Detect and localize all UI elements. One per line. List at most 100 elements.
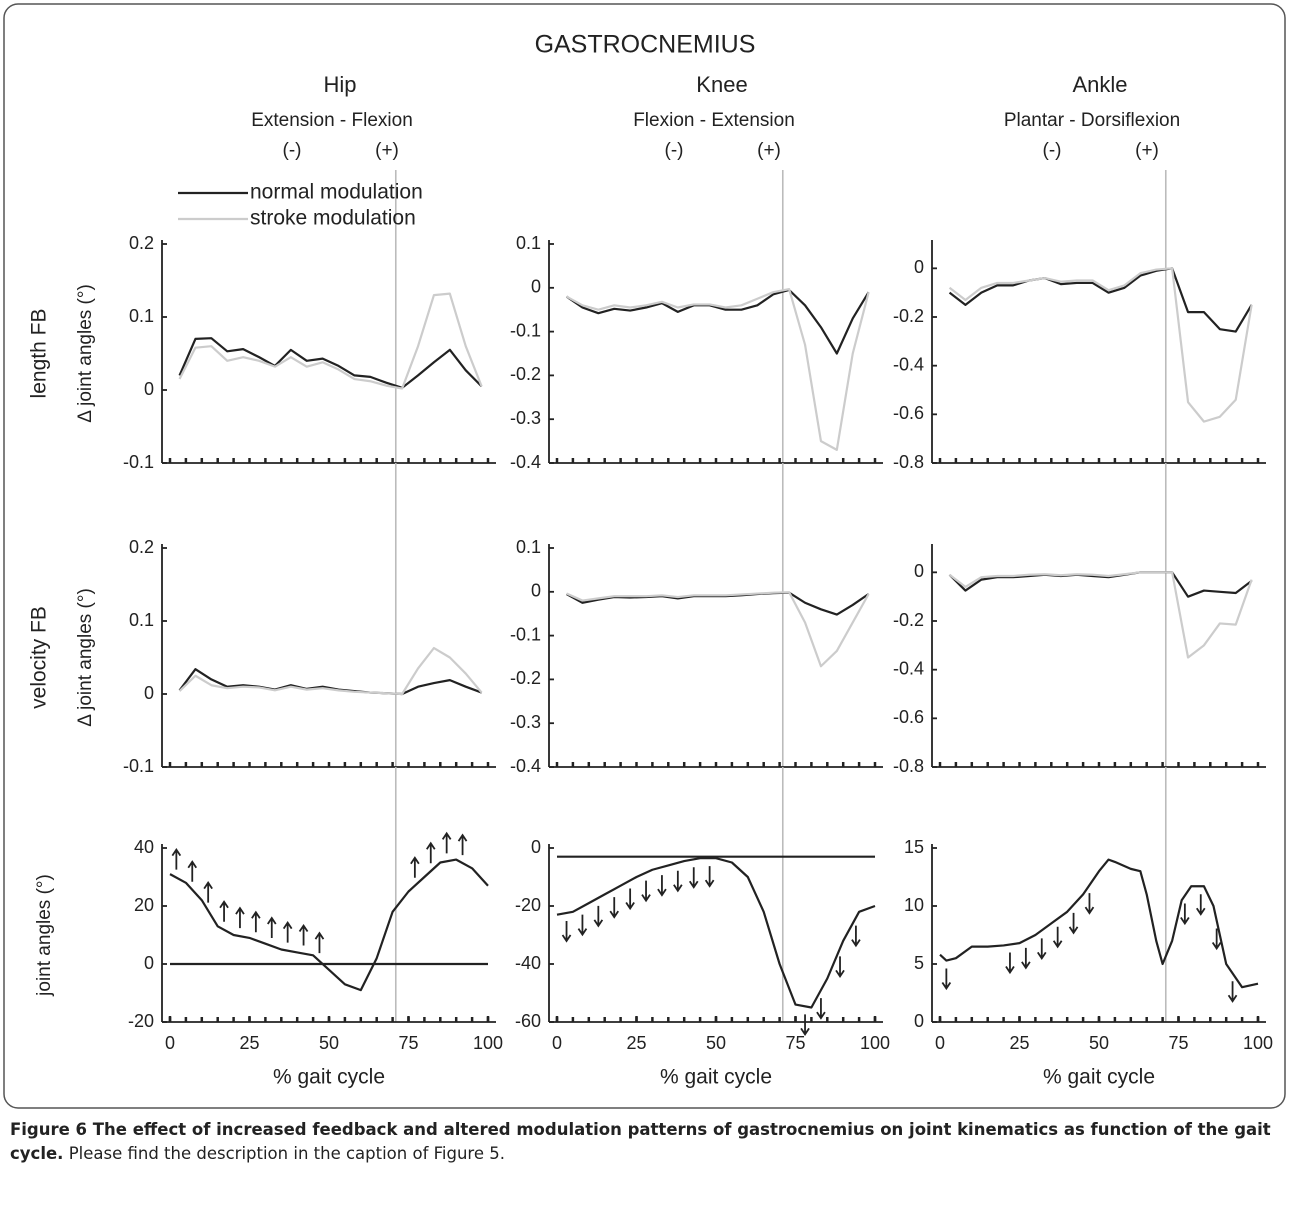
series-line	[566, 288, 870, 451]
y-tick-label: 0	[531, 837, 541, 857]
arrow	[1180, 903, 1190, 926]
caption-text: Please find the description in the capti…	[68, 1144, 505, 1163]
arrow	[673, 870, 683, 893]
caption: Figure 6 The effect of increased feedbac…	[10, 1118, 1278, 1166]
column-neg: (-)	[1043, 140, 1062, 161]
arrow	[816, 998, 826, 1020]
y-tick-label: 0	[531, 581, 541, 601]
arrow	[835, 956, 845, 978]
column-motion: Plantar - Dorsiflexion	[1004, 110, 1180, 131]
arrow	[1021, 947, 1031, 970]
y-tick-label: -0.1	[123, 452, 154, 472]
column-pos: (+)	[375, 140, 399, 161]
x-tick-label: 25	[239, 1033, 259, 1053]
y-tick-label: 0	[144, 953, 154, 973]
y-axis-label: joint angles (°)	[34, 874, 55, 997]
y-tick-label: -0.2	[510, 668, 541, 688]
arrow	[298, 923, 309, 946]
arrow	[1211, 928, 1222, 951]
series-line	[939, 858, 1259, 989]
x-tick-label: 100	[473, 1033, 503, 1053]
y-tick-label: 0.1	[516, 537, 541, 557]
y-tick-label: -20	[515, 895, 541, 915]
y-tick-label: -0.4	[893, 354, 924, 374]
x-axis-label: % gait cycle	[660, 1066, 772, 1089]
row-label: velocity FB	[28, 606, 51, 709]
y-tick-label: 0	[914, 561, 924, 581]
x-tick-label: 75	[785, 1033, 805, 1053]
y-tick-label: -0.8	[893, 756, 924, 776]
arrow	[641, 880, 651, 903]
y-tick-label: -0.1	[510, 320, 541, 340]
y-tick-label: 10	[904, 895, 924, 915]
arrow	[282, 921, 293, 943]
series-line	[948, 267, 1253, 423]
arrow	[267, 916, 277, 939]
column-neg: (-)	[283, 140, 302, 161]
series-line	[948, 571, 1253, 598]
y-tick-label: 0	[144, 683, 154, 703]
y-tick-label: -0.4	[510, 452, 541, 472]
series-line	[178, 646, 483, 696]
x-tick-label: 75	[1168, 1033, 1188, 1053]
y-tick-label: 0	[914, 257, 924, 277]
series-line	[948, 267, 1253, 333]
y-tick-label: -0.4	[893, 658, 924, 678]
series-line	[178, 292, 483, 390]
arrow	[441, 831, 452, 854]
x-tick-label: 75	[398, 1033, 418, 1053]
column-joint: Ankle	[1072, 72, 1127, 97]
y-tick-label: -0.2	[893, 306, 924, 326]
arrow	[1052, 926, 1063, 949]
legend-label: normal modulation	[250, 181, 423, 204]
arrow	[1227, 981, 1238, 1003]
y-tick-label: -0.1	[123, 756, 154, 776]
x-tick-label: 0	[935, 1033, 945, 1053]
series-line	[565, 288, 870, 355]
y-tick-label: 0.2	[129, 233, 154, 253]
arrow	[251, 910, 261, 933]
column-motion: Extension - Flexion	[251, 110, 413, 131]
y-tick-label: 0.1	[516, 233, 541, 253]
y-tick-label: -0.2	[893, 610, 924, 630]
x-tick-label: 50	[706, 1033, 726, 1053]
caption-bold: Figure 6 The effect of increased feedbac…	[10, 1120, 1271, 1163]
figure-title: GASTROCNEMIUS	[535, 31, 756, 59]
y-tick-label: -40	[515, 953, 541, 973]
x-tick-label: 50	[1089, 1033, 1109, 1053]
series-line	[948, 571, 1253, 659]
y-tick-label: -20	[128, 1011, 154, 1031]
y-tick-label: -0.8	[893, 452, 924, 472]
arrow	[609, 897, 619, 919]
x-axis-label: % gait cycle	[1043, 1066, 1155, 1089]
y-tick-label: 20	[134, 895, 154, 915]
arrow	[1037, 938, 1047, 960]
x-tick-label: 25	[626, 1033, 646, 1053]
y-tick-label: 0.1	[129, 306, 154, 326]
y-tick-label: 5	[914, 953, 924, 973]
series-line	[178, 337, 483, 389]
column-joint: Hip	[323, 72, 356, 97]
figure-frame	[3, 3, 1286, 1109]
arrow	[851, 925, 861, 948]
series-line	[169, 858, 489, 992]
y-axis-label: Δ joint angles (°)	[75, 588, 96, 727]
y-tick-label: 40	[134, 837, 154, 857]
x-tick-label: 100	[860, 1033, 890, 1053]
arrow	[657, 875, 667, 897]
y-tick-label: -0.2	[510, 364, 541, 384]
x-tick-label: 50	[319, 1033, 339, 1053]
row-label: length FB	[28, 309, 51, 399]
arrow	[1005, 952, 1015, 975]
arrow	[314, 931, 325, 954]
legend-label: stroke modulation	[250, 207, 416, 230]
arrow	[704, 866, 715, 888]
y-tick-label: 0	[914, 1011, 924, 1031]
series-line	[566, 591, 870, 668]
x-tick-label: 25	[1009, 1033, 1029, 1053]
arrow	[577, 914, 588, 937]
y-tick-label: -0.4	[510, 756, 541, 776]
arrow	[410, 856, 420, 878]
arrow	[187, 860, 198, 882]
